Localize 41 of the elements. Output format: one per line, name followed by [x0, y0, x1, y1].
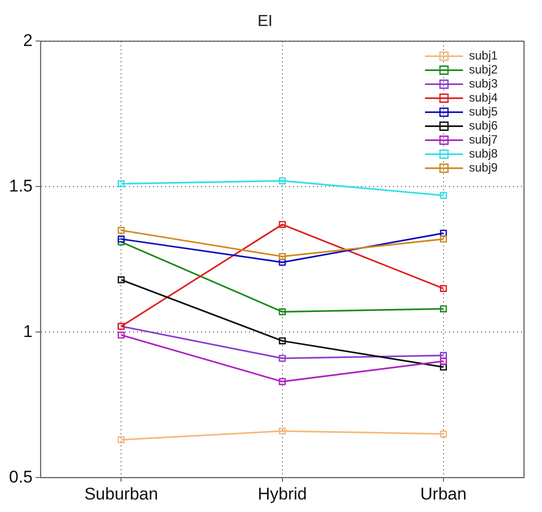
- point: [118, 332, 125, 339]
- point: [118, 180, 125, 188]
- point: [440, 230, 447, 237]
- chart-title: EI: [257, 13, 273, 30]
- point: [440, 358, 447, 365]
- point: [278, 221, 286, 228]
- point: [118, 436, 125, 444]
- legend-label: subj6: [469, 118, 498, 133]
- point: [440, 364, 447, 371]
- point: [440, 430, 447, 438]
- point: [440, 305, 447, 312]
- x-tick-label: Suburban: [84, 484, 158, 504]
- legend-label: subj4: [469, 90, 498, 105]
- point: [440, 236, 447, 243]
- y-tick-label: 1: [23, 322, 33, 341]
- point: [278, 354, 286, 362]
- point: [440, 285, 447, 292]
- point: [118, 226, 125, 234]
- y-tick-label: 1.5: [8, 176, 33, 196]
- point: [440, 192, 447, 199]
- legend-label: subj1: [469, 48, 498, 63]
- point: [278, 308, 286, 316]
- legend-label: subj8: [469, 146, 498, 161]
- legend-label: subj9: [469, 160, 498, 175]
- x-tick-label: Hybrid: [258, 484, 307, 504]
- y-tick-label: 0.5: [8, 467, 33, 486]
- x-tick-label: Urban: [420, 484, 467, 504]
- point: [440, 352, 447, 359]
- point: [118, 236, 125, 243]
- point: [278, 378, 286, 386]
- legend-label: subj7: [469, 132, 498, 147]
- legend-label: subj2: [469, 62, 498, 77]
- point: [118, 276, 125, 284]
- point: [278, 258, 286, 266]
- point: [278, 337, 286, 344]
- legend-label: subj3: [469, 76, 498, 91]
- point: [278, 428, 286, 435]
- point: [278, 177, 286, 184]
- point: [278, 253, 286, 260]
- legend-label: subj5: [469, 104, 498, 119]
- y-tick-label: 2: [23, 30, 33, 50]
